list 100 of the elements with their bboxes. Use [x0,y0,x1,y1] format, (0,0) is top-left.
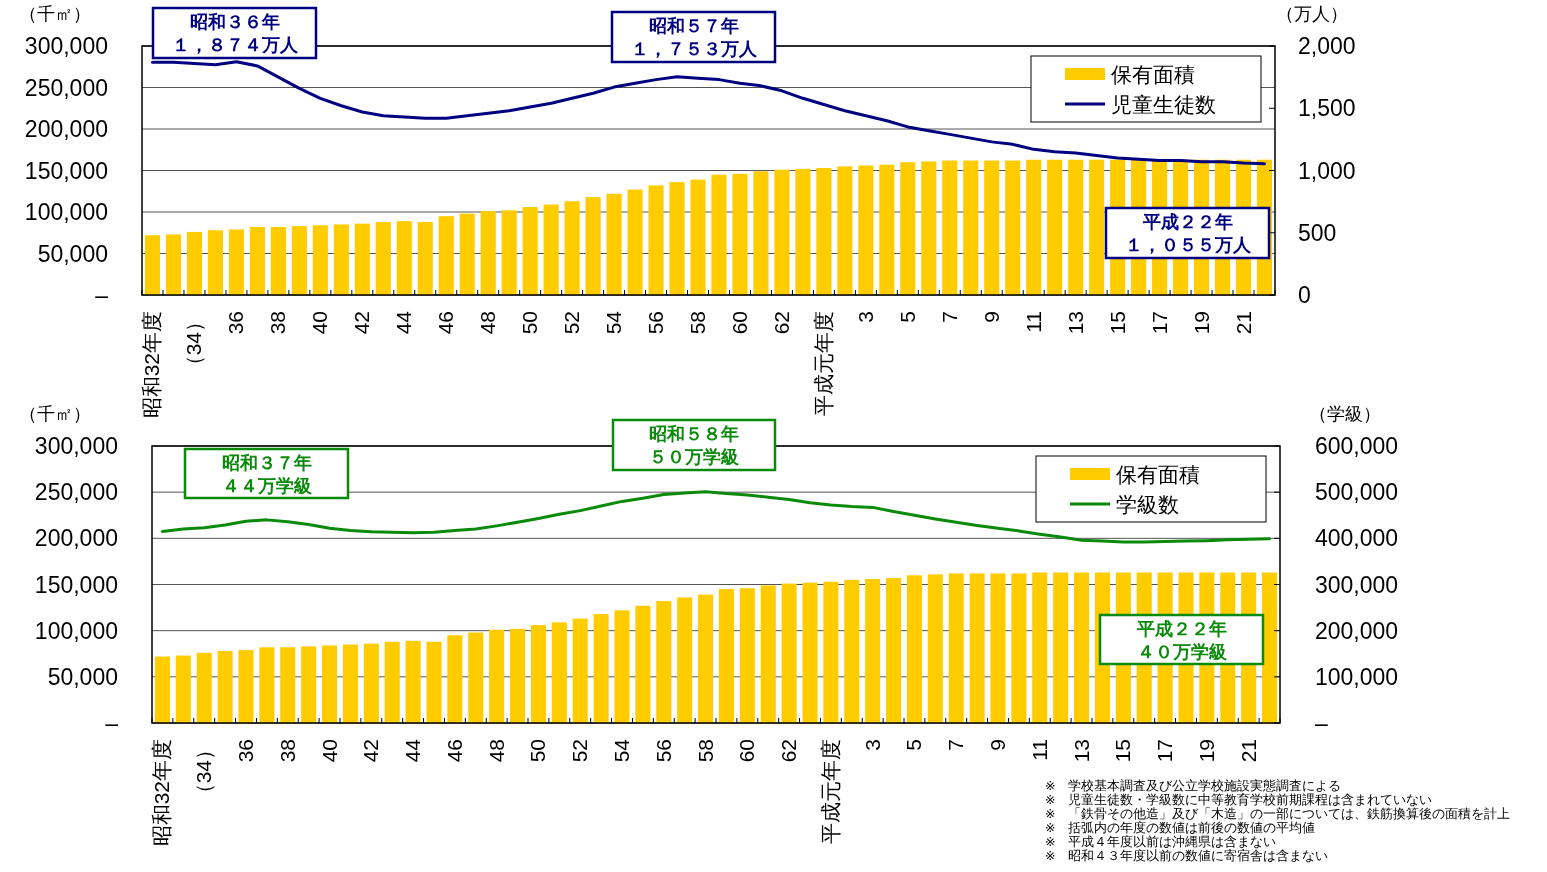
bar [543,204,559,295]
bar [984,160,1000,295]
bar [280,647,296,723]
x-tick-label: 11 [1027,739,1051,761]
x-tick-label: 3 [853,311,877,323]
y-tick-label: 200,000 [24,116,108,142]
bar [447,635,463,723]
bar [1032,572,1048,723]
x-tick-label: 54 [610,738,633,763]
x-tick-label: 44 [401,738,425,763]
bar [606,193,622,295]
bar [781,583,797,723]
y-tick-label: 50,000 [37,240,108,267]
x-tick-label: 60 [735,739,759,763]
bar [948,573,964,723]
legend-label: 保有面積 [1111,63,1195,86]
y-axis-title: （千㎡） [19,4,91,24]
bar [228,229,244,295]
bar [627,189,643,295]
bar [900,162,916,295]
x-tick-label: 昭和32年度 [150,739,174,847]
x-tick-label: 40 [308,311,332,335]
legend-label: 学級数 [1116,493,1179,516]
annotation: ４４万学級 [221,476,312,496]
x-tick-label: 9 [986,739,1009,751]
line-series [150,60,1267,166]
bar [921,161,937,295]
bar [480,211,496,295]
x-tick-label: 46 [434,311,458,335]
y-tick-label: 300,000 [24,33,108,59]
bar [144,235,161,295]
bar [774,169,790,295]
x-tick-label: 13 [1069,739,1093,763]
y2-tick-label: 300,000 [1315,571,1399,598]
bar [823,581,839,723]
bar [1053,572,1069,723]
annotation: ５０万学級 [649,447,739,467]
x-tick-label: 52 [560,311,584,335]
y2-tick-label: 200,000 [1315,617,1399,644]
x-tick-label: 50 [526,739,550,763]
x-tick-label: 60 [727,311,751,335]
annotation: １，０５５万人 [1124,235,1252,255]
x-tick-label: 21 [1231,311,1255,335]
bar [551,622,567,723]
y-tick-label: 200,000 [34,525,118,552]
y-tick-label: – [95,282,109,308]
bar [312,225,328,295]
bar [690,179,706,295]
bar [1068,159,1084,295]
bar [363,643,379,723]
bar [396,221,412,295]
bar [207,230,223,295]
y2-tick-label: 1,000 [1298,157,1356,184]
bar [837,166,853,295]
x-tick-label: 62 [777,739,801,763]
legend-label: 保有面積 [1116,463,1200,486]
y2-tick-label: 100,000 [1315,663,1399,690]
bar [585,197,601,295]
y-axis-title: （千㎡） [19,404,91,424]
bar [1047,159,1063,295]
annotation: 平成２２年 [1141,212,1233,232]
x-tick-label: 平成元年度 [818,739,842,844]
x-tick-label: 36 [234,739,257,763]
x-tick-label: 9 [979,311,1003,323]
x-tick-label: 50 [518,311,542,335]
x-tick-label: 56 [644,311,668,335]
bar [459,213,475,295]
y-tick-label: 250,000 [34,479,118,506]
x-tick-label: 15 [1105,311,1129,335]
x-tick-label: 5 [895,311,919,323]
x-tick-label: 38 [266,311,290,335]
bar [593,614,609,723]
bar [1011,573,1027,723]
x-tick-label: 17 [1147,311,1171,335]
bar [342,644,358,723]
text: 昭和５８年 [649,424,739,444]
bar [405,640,421,723]
bar [270,226,286,295]
x-tick-label: 40 [317,739,341,763]
y-tick-label: 300,000 [34,433,118,459]
bar [196,652,212,723]
y2-tick-label: 2,000 [1298,33,1356,59]
y2-tick-label: – [1315,710,1328,736]
bar [572,618,588,723]
bar [942,160,958,295]
bar [333,224,349,295]
x-tick-label: （34） [182,311,206,377]
x-tick-label: 17 [1153,739,1177,763]
bar [1089,159,1105,295]
bar [249,226,265,295]
bar [879,164,895,295]
x-tick-label: 52 [568,739,592,763]
bar [677,597,693,723]
bar [802,582,818,723]
bar [301,646,317,723]
bar [648,185,664,295]
bar [635,605,651,723]
x-tick-label: 44 [392,310,416,335]
bar [669,182,685,295]
y-tick-label: 250,000 [24,74,108,101]
